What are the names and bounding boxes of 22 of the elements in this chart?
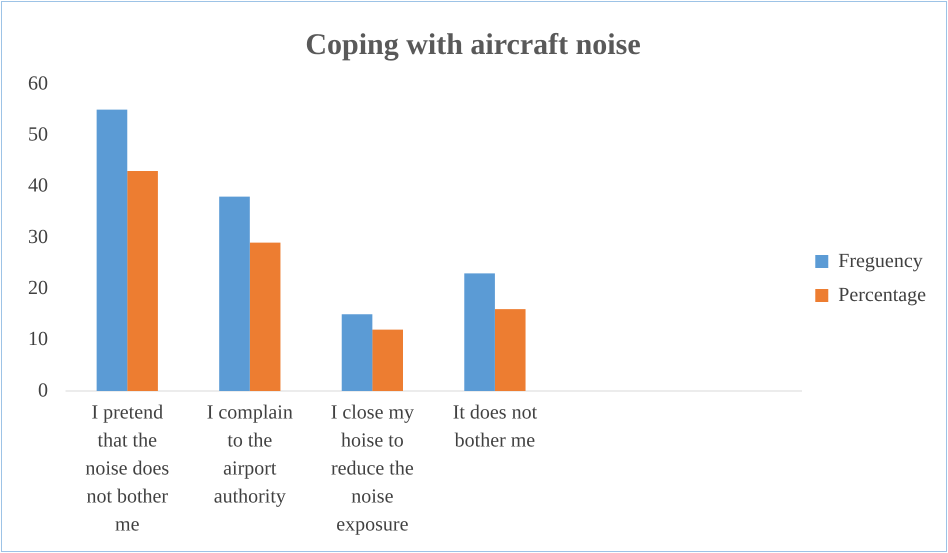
y-tick-label: 30	[28, 226, 48, 248]
bar	[494, 309, 526, 391]
legend-label: Freguency	[838, 250, 923, 272]
bar	[250, 242, 280, 391]
x-tick-label: I complain to the airport authority	[206, 401, 293, 508]
x-tick-label: I close my hoise to reduce the noise exposure	[330, 401, 414, 536]
bar	[342, 314, 372, 391]
bar	[219, 196, 250, 391]
x-tick-label: I pretend that the noise does not bother me	[85, 401, 170, 536]
y-tick-label: 10	[28, 328, 48, 350]
bar	[464, 273, 495, 391]
y-tick-label: 0	[38, 379, 48, 402]
x-tick-label: It does not bother me	[452, 401, 538, 452]
chart-title: Coping with aircraft noise	[305, 28, 641, 61]
bar	[96, 110, 128, 391]
bar	[127, 170, 158, 391]
y-tick-label: 50	[28, 123, 48, 146]
bar	[372, 330, 403, 391]
legend-label: Percentage	[838, 284, 926, 306]
y-tick-label: 40	[28, 174, 48, 197]
y-tick-label: 60	[28, 72, 48, 94]
y-tick-label: 20	[28, 276, 48, 299]
